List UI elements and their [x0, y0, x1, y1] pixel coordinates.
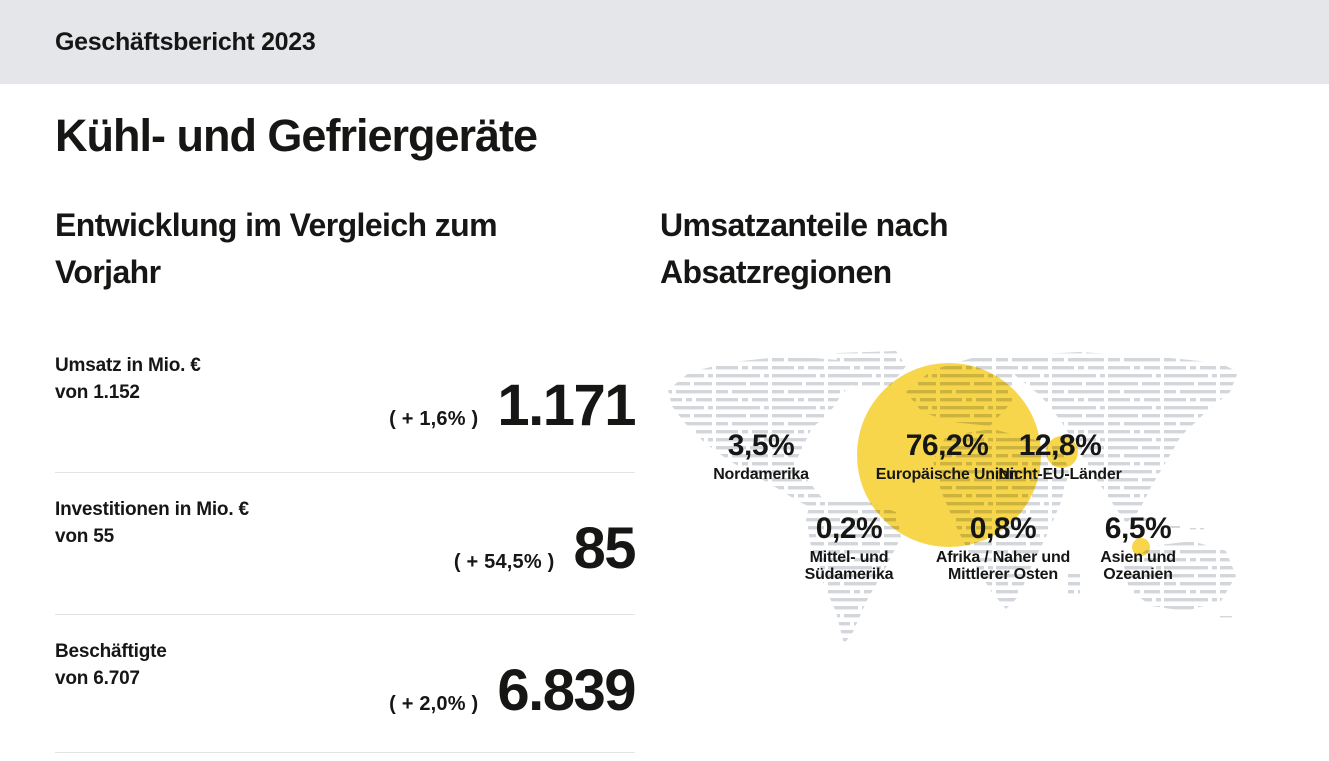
kpi-change-percent: ( + 1,6% ) — [389, 407, 479, 430]
kpi-section: Entwicklung im Vergleich zum Vorjahr Ums… — [55, 0, 637, 761]
region-name: Nordamerika — [713, 466, 809, 483]
region-share-value: 12,8% — [1018, 429, 1102, 462]
kpi-value-group: ( + 54,5% ) 85 — [453, 515, 637, 581]
continent-asia — [1002, 352, 1238, 523]
region-name: Afrika / Naher und Mittlerer Osten — [935, 549, 1071, 583]
kpi-previous-value: von 55 — [55, 526, 114, 547]
region-share-value: 6,5% — [1104, 512, 1172, 545]
kpi-label: Investitionen in Mio. € — [55, 499, 249, 520]
continent-africa — [933, 429, 1069, 609]
region-share-value: 0,2% — [815, 512, 883, 545]
kpi-row-umsatz: Umsatz in Mio. € von 1.152 ( + 1,6% ) 1.… — [55, 352, 636, 438]
region-share-value: 0,8% — [969, 512, 1037, 545]
region-name: Nicht-EU-Länder — [998, 466, 1122, 483]
kpi-current-value: 6.839 — [497, 657, 636, 723]
islands-new-zealand — [1220, 616, 1234, 621]
kpi-value-group: ( + 2,0% ) 6.839 — [389, 657, 636, 723]
divider-line — [55, 752, 635, 753]
kpi-change-percent: ( + 2,0% ) — [389, 692, 479, 715]
region-name: Mittel- und Südamerika — [804, 549, 894, 583]
continent-australia — [1124, 541, 1236, 611]
page-title: Kühl- und Gefriergeräte — [55, 110, 538, 161]
divider-line — [55, 472, 635, 473]
kpi-previous-value: von 1.152 — [55, 382, 140, 403]
region-label-europaeische-union: 76,2% Europäische Union — [875, 429, 1019, 484]
region-share-value: 76,2% — [905, 429, 989, 462]
kpi-label: Beschäftigte — [55, 641, 167, 662]
divider-line — [55, 614, 635, 615]
kpi-label: Umsatz in Mio. € — [55, 355, 201, 376]
kpi-change-percent: ( + 54,5% ) — [453, 550, 555, 573]
islands-southeast-asia — [1160, 522, 1180, 528]
kpi-row-investitionen: Investitionen in Mio. € von 55 ( + 54,5%… — [55, 496, 637, 581]
world-map-chart: 3,5% Nordamerika 76,2% Europäische Union… — [660, 350, 1240, 650]
world-map-dots — [668, 351, 1238, 644]
region-name: Europäische Union — [875, 466, 1019, 483]
kpi-value-group: ( + 1,6% ) 1.171 — [389, 372, 636, 438]
islands-southeast-asia — [1130, 515, 1156, 521]
kpi-section-title: Entwicklung im Vergleich zum Vorjahr — [55, 207, 498, 290]
continent-north-america — [668, 356, 872, 509]
region-label-mittel-suedamerika: 0,2% Mittel- und Südamerika — [804, 512, 894, 584]
continent-europe — [906, 356, 1012, 426]
map-section-title: Umsatzanteile nach Absatzregionen — [660, 207, 949, 290]
region-name: Asien und Ozeanien — [1100, 549, 1176, 583]
island-madagascar — [1068, 572, 1080, 598]
header-bar: Geschäftsbericht 2023 — [0, 0, 1329, 84]
islands-southeast-asia — [1188, 528, 1204, 533]
region-label-asien-ozeanien: 6,5% Asien und Ozeanien — [1100, 512, 1176, 584]
kpi-current-value: 1.171 — [497, 372, 636, 438]
report-title: Geschäftsbericht 2023 — [55, 27, 316, 56]
kpi-row-beschaeftigte: Beschäftigte von 6.707 ( + 2,0% ) 6.839 — [55, 638, 636, 723]
island-greenland — [836, 351, 906, 389]
continent-south-america — [806, 499, 901, 644]
region-label-nordamerika: 3,5% Nordamerika — [713, 429, 809, 484]
map-section: Umsatzanteile nach Absatzregionen — [660, 0, 1240, 761]
region-label-nicht-eu-laender: 12,8% Nicht-EU-Länder — [998, 429, 1122, 484]
region-share-value: 3,5% — [727, 429, 795, 462]
region-label-afrika-naher-osten: 0,8% Afrika / Naher und Mittlerer Osten — [935, 512, 1071, 584]
kpi-current-value: 85 — [573, 515, 636, 581]
kpi-previous-value: von 6.707 — [55, 668, 140, 689]
